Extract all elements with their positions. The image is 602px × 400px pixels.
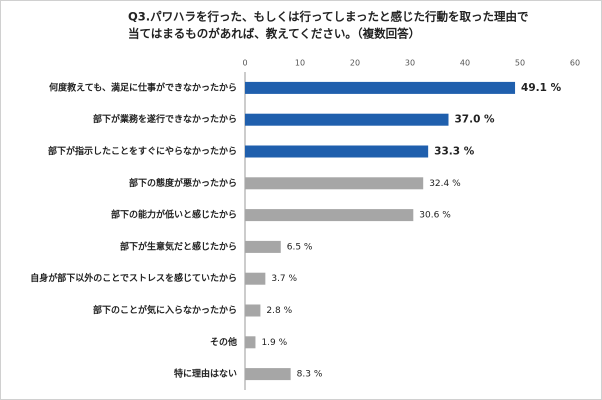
bar: [245, 240, 281, 253]
x-tick-label: 50: [515, 59, 525, 68]
y-tick-label: 何度教えても、満足に仕事ができなかったから: [49, 81, 237, 93]
value-label: 30.6 %: [419, 211, 451, 221]
value-label: 8.3 %: [297, 370, 323, 380]
y-tick-label: その他: [210, 336, 237, 348]
y-tick-label: 特に理由はない: [174, 368, 237, 380]
bar: [245, 113, 449, 126]
bar: [245, 177, 424, 190]
bar: [245, 368, 291, 381]
x-tick-label: 60: [570, 59, 580, 68]
y-tick-label: 部下が生意気だと感じたから: [120, 240, 237, 252]
value-label: 3.7 %: [271, 274, 297, 284]
x-tick-label: 10: [295, 59, 305, 68]
bar: [245, 304, 261, 317]
x-tick-label: 0: [242, 59, 247, 68]
value-label: 33.3 %: [434, 146, 475, 158]
value-label: 37.0 %: [455, 114, 496, 126]
bar: [245, 272, 266, 285]
x-tick-label: 30: [405, 59, 415, 68]
y-tick-label: 部下が業務を遂行できなかったから: [93, 113, 237, 125]
value-label: 2.8 %: [266, 306, 292, 316]
bar: [245, 81, 516, 94]
value-label: 6.5 %: [287, 242, 313, 252]
y-tick-label: 部下の態度が悪かったから: [129, 177, 237, 189]
value-label: 1.9 %: [261, 338, 287, 348]
bar: [245, 209, 414, 222]
x-tick-label: 20: [350, 59, 360, 68]
y-tick-label: 部下の能力が低いと感じたから: [111, 209, 237, 221]
value-label: 32.4 %: [429, 179, 461, 189]
y-tick-label: 自身が部下以外のことでストレスを感じていたから: [30, 272, 237, 284]
chart-title: 当てはまるものがあれば、教えてください。（複数回答）: [128, 27, 420, 41]
chart-title: Q3.パワハラを行った、もしくは行ってしまったと感じた行動を取った理由で: [128, 10, 529, 24]
bar: [245, 145, 429, 158]
value-label: 49.1 %: [521, 82, 562, 94]
bar: [245, 336, 256, 349]
y-tick-label: 部下が指示したことをすぐにやらなかったから: [48, 145, 237, 157]
x-tick-label: 40: [460, 59, 470, 68]
y-tick-label: 部下のことが気に入らなかったから: [93, 304, 237, 316]
